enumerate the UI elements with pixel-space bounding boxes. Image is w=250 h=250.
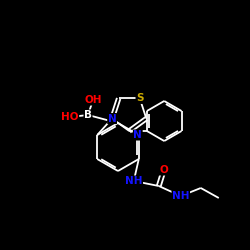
Text: N: N [108, 114, 116, 124]
Text: N: N [134, 130, 142, 140]
Text: OH: OH [84, 95, 102, 105]
Text: NH: NH [125, 176, 142, 186]
Text: B: B [84, 110, 92, 120]
Text: O: O [160, 165, 168, 175]
Text: NH: NH [172, 191, 190, 201]
Text: HO: HO [61, 112, 79, 122]
Text: S: S [136, 94, 143, 104]
